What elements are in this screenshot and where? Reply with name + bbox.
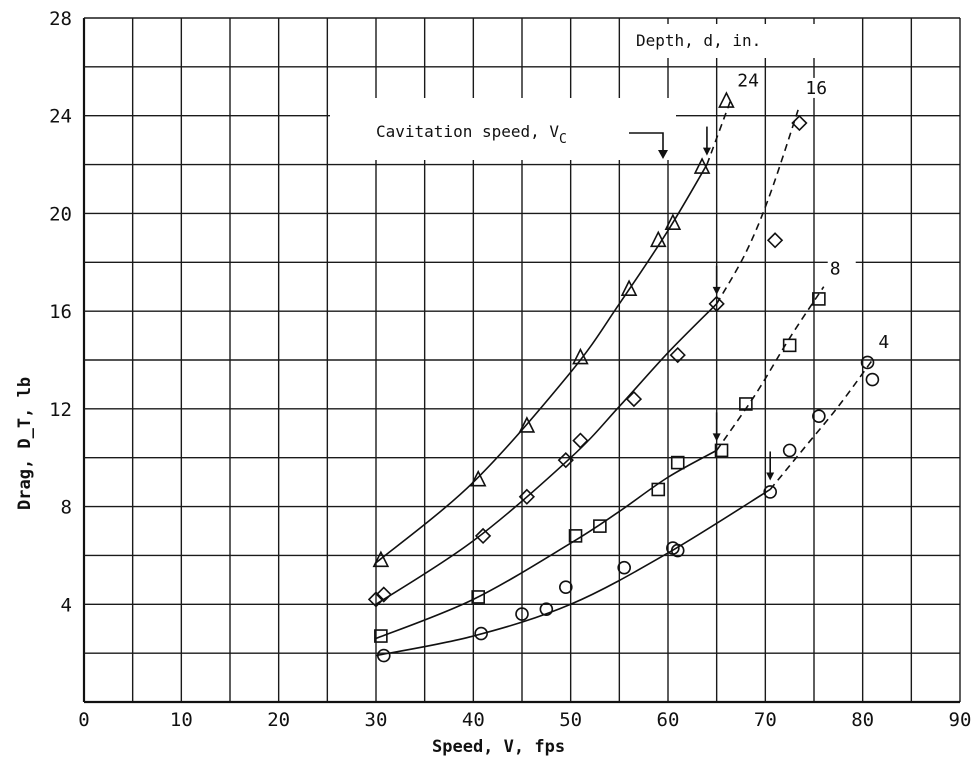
data-point-circle-d4 — [865, 372, 880, 387]
data-point-square-d8 — [714, 443, 729, 458]
legend-title: Depth, d, in. — [636, 31, 761, 50]
x-tick-label: 20 — [267, 709, 290, 731]
data-point-diamond-d16 — [625, 390, 643, 408]
x-tick-label: 50 — [559, 709, 582, 731]
data-point-circle-d4 — [515, 607, 529, 621]
data-point-square-d8 — [812, 292, 826, 306]
data-point-square-d8 — [568, 529, 583, 543]
annotation-text: Cavitation speed, V — [376, 122, 559, 141]
data-point-diamond-d16 — [474, 527, 492, 545]
data-point-circle-d4 — [474, 626, 488, 641]
data-point-circle-d4 — [860, 355, 875, 370]
data-point-triangle-d24 — [664, 213, 682, 230]
curve-dashed-d24 — [706, 98, 733, 165]
data-point-diamond-d16 — [367, 591, 385, 608]
x-tick-label: 70 — [754, 709, 777, 731]
curve-dashed-d8 — [716, 286, 825, 451]
data-point-triangle-d24 — [649, 230, 667, 248]
data-point-triangle-d24 — [518, 416, 536, 433]
data-point-circle-d4 — [812, 409, 826, 423]
x-tick-label: 10 — [170, 709, 193, 731]
data-point-diamond-d16 — [375, 586, 392, 603]
y-axis-label: Drag, D_T, lb — [15, 377, 35, 510]
series-labels: 24 16 8 4 — [735, 70, 905, 353]
y-tick-label: 16 — [49, 301, 72, 323]
y-tick-label: 4 — [61, 594, 72, 616]
cavitation-arrow-head-d16 — [712, 286, 721, 295]
data-point-circle-d4 — [558, 580, 573, 594]
cavitation-arrow-head-d24 — [702, 147, 711, 156]
annotation-arrow — [629, 132, 664, 152]
y-tick-label: 28 — [49, 8, 72, 30]
data-point-square-d8 — [593, 519, 607, 533]
y-tick-label: 8 — [61, 497, 72, 519]
series-label-d16: 16 — [805, 78, 827, 99]
data-point-square-d8 — [739, 397, 753, 411]
data-point-diamond-d16 — [669, 346, 686, 364]
curve-dashed-d16 — [715, 105, 801, 305]
data-point-circle-d4 — [376, 648, 391, 663]
series-label-d4: 4 — [878, 332, 889, 353]
y-tick-label: 20 — [49, 203, 72, 225]
data-point-triangle-d24 — [469, 469, 487, 487]
cavitation-arrows — [702, 126, 775, 481]
data-point-diamond-d16 — [557, 452, 574, 469]
data-point-square-d8 — [651, 482, 666, 497]
series-label-d24: 24 — [737, 71, 759, 92]
data-point-diamond-d16 — [791, 114, 808, 132]
grid — [82, 17, 961, 704]
data-point-triangle-d24 — [718, 91, 735, 108]
series-label-box — [803, 77, 832, 98]
data-point-square-d8 — [471, 590, 486, 604]
x-tick-label: 80 — [851, 709, 874, 731]
x-tick-label: 0 — [78, 709, 89, 731]
data-point-circle-d4 — [617, 560, 632, 575]
markers — [367, 91, 880, 663]
y-tick-label: 24 — [49, 106, 72, 128]
series-label-box — [827, 258, 856, 279]
data-point-diamond-d16 — [766, 232, 784, 249]
annotation-arrow-head — [658, 150, 668, 159]
data-point-diamond-d16 — [518, 488, 535, 505]
data-point-triangle-d24 — [372, 550, 390, 568]
data-point-square-d8 — [670, 455, 685, 470]
curve-solid-d4 — [375, 488, 771, 657]
x-tick-label: 60 — [657, 709, 680, 731]
data-point-circle-d4 — [782, 443, 797, 458]
data-point-triangle-d24 — [620, 279, 638, 296]
x-tick-label: 90 — [949, 709, 972, 731]
tick-labels: 0 10 20 30 40 50 60 70 80 90 4 8 12 16 20 24 28 — [49, 8, 971, 731]
curve-dashed-d4 — [769, 359, 874, 490]
series-label-box — [876, 332, 905, 352]
series-label-box — [735, 70, 764, 91]
data-point-square-d8 — [374, 629, 388, 643]
cavitation-arrow-head-d8 — [712, 433, 721, 442]
data-point-triangle-d24 — [572, 347, 589, 365]
curve-solid-d16 — [375, 303, 718, 605]
data-point-circle-d4 — [763, 485, 778, 499]
data-point-diamond-d16 — [572, 432, 589, 449]
x-tick-label: 30 — [365, 709, 388, 731]
data-point-square-d8 — [782, 338, 797, 353]
data-point-triangle-d24 — [693, 157, 711, 174]
data-point-circle-d4 — [539, 602, 554, 616]
curves — [375, 98, 874, 657]
cavitation-arrow-head-d4 — [766, 472, 775, 481]
curve-solid-d8 — [375, 449, 718, 640]
annotation-box — [330, 98, 676, 160]
legend-title-box — [630, 24, 820, 58]
annotation-subscript: C — [559, 132, 567, 147]
x-axis-label: Speed, V, fps — [432, 737, 565, 757]
x-tick-label: 40 — [462, 709, 485, 731]
y-tick-label: 12 — [49, 399, 72, 421]
annotation-cavitation-speed: Cavitation speed, VC — [376, 122, 567, 147]
data-point-diamond-d16 — [708, 295, 725, 312]
data-point-circle-d4 — [670, 543, 685, 558]
series-label-d8: 8 — [830, 259, 841, 280]
